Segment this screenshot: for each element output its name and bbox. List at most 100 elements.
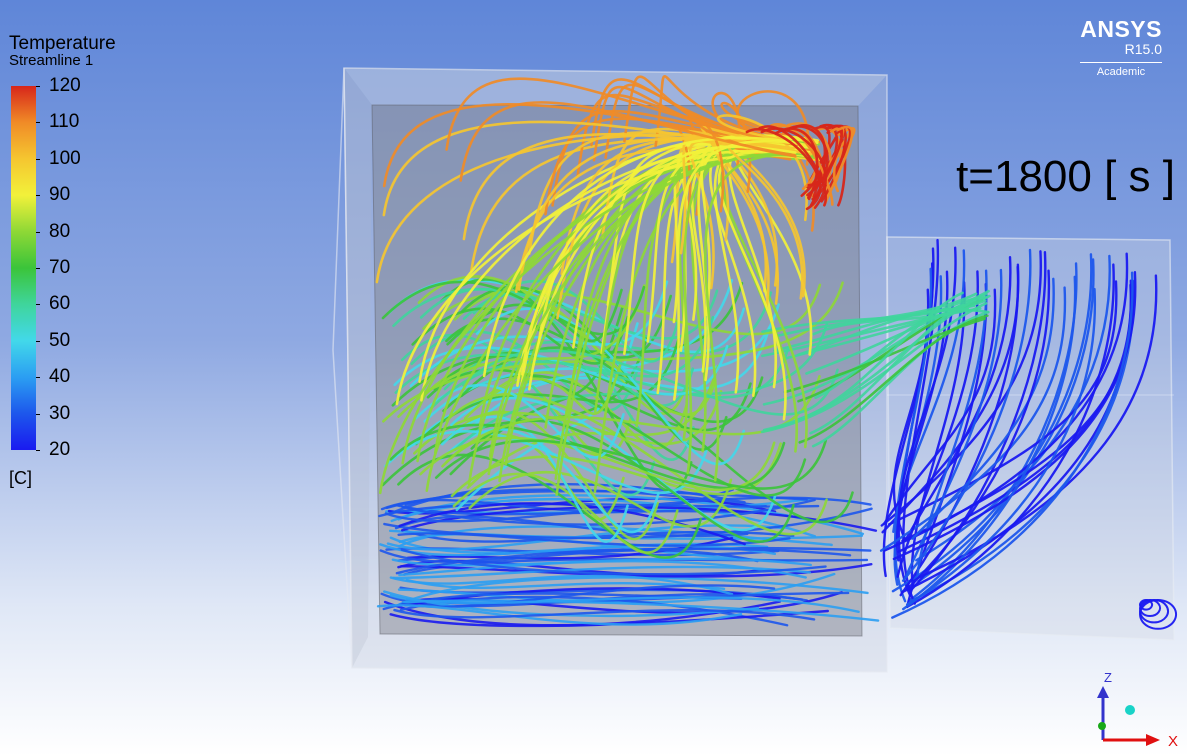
streamline [482,136,795,378]
streamline [797,291,964,421]
time-annotation: t=1800 [ s ] [956,152,1175,201]
streamline [445,317,854,524]
streamline [772,308,989,352]
enclosure-left-bevel [344,68,372,668]
streamline [814,296,989,399]
streamline [906,263,1115,608]
streamline [383,507,873,540]
streamline [910,274,1158,582]
streamline [440,428,660,534]
streamline [879,286,1067,552]
streamline [1139,599,1170,624]
streamline [904,268,1003,579]
streamline [716,114,808,222]
x-axis-arrowhead [1146,734,1160,746]
legend-tick-mark [36,340,40,342]
streamline [798,314,989,444]
brand-edition: Academic [1096,66,1146,78]
enclosure-left-edge [332,67,353,669]
legend-object-name: Streamline 1 [9,52,94,69]
legend-tick-mark [36,377,40,379]
streamline [902,238,940,605]
streamline [811,310,990,448]
legend-tick-label: 60 [49,293,71,315]
legend-tick-label: 30 [49,402,71,424]
streamline [672,139,810,401]
legend-tick-label: 80 [49,220,71,242]
legend-unit: [C] [9,468,33,488]
streamline [440,415,629,543]
legend-tick-label: 70 [49,257,71,278]
streamline [397,532,791,547]
streamline [915,254,1111,562]
streamline [906,269,1051,591]
streamline [786,122,833,190]
streamline [883,252,1129,552]
brand-name: ANSYS [1080,16,1162,42]
legend-tick-mark [36,122,40,124]
legend-tick-mark [36,231,40,233]
legend-tick-label: 120 [49,75,81,96]
z-axis-label: Z [1104,670,1112,685]
streamline [774,292,978,338]
streamlines [375,75,1178,630]
streamline [786,125,829,197]
streamline [899,265,1020,597]
legend-tick-label: 90 [49,184,71,206]
streamline [623,145,797,356]
streamline [770,123,834,206]
legend-tick-label: 110 [49,111,80,133]
streamline [405,578,726,591]
streamline [905,287,1097,606]
streamline [397,284,646,418]
brand-version: R15.0 [1124,41,1162,57]
legend-tick-mark [36,158,40,160]
streamline [394,346,790,399]
streamline [807,123,838,187]
streamline [398,560,807,579]
streamline [393,608,816,621]
streamline [917,258,1095,583]
legend-tick-mark [36,413,40,415]
streamline [1139,599,1178,630]
streamline [402,599,880,622]
brand-divider [1080,62,1162,63]
streamline [717,150,800,421]
legend-tick-label: 20 [49,439,71,460]
streamline [897,246,957,527]
streamline [389,594,860,614]
legend-tick-mark [36,450,40,451]
streamline [395,547,852,575]
streamline [376,604,743,626]
streamline [679,134,813,255]
streamline [459,101,797,182]
streamline [760,127,827,209]
legend-tick-mark [36,304,40,306]
streamline [425,152,821,493]
legend-tick-label: 40 [49,366,71,388]
triad-cyan-dot [1125,705,1135,715]
streamline [704,153,817,482]
streamline [400,548,827,576]
streamline [809,303,965,435]
streamline [823,125,854,207]
streamline [379,549,759,564]
streamline [389,423,786,490]
streamline [891,271,1134,619]
legend-variable-title: Temperature [9,33,116,54]
x-axis-label: X [1168,733,1178,750]
z-axis-arrowhead [1097,686,1109,698]
legend-tick-label: 50 [49,329,71,351]
axis-triad: Z X [1080,668,1187,756]
streamline [805,289,990,375]
streamline [809,124,844,207]
streamline [416,151,804,463]
streamline [389,609,830,628]
streamline [910,281,966,588]
legend-tick-mark [36,86,40,87]
legend-tick-label: 100 [49,147,81,169]
y-axis-dot [1098,722,1106,730]
streamline [445,77,799,151]
streamline [419,436,776,492]
